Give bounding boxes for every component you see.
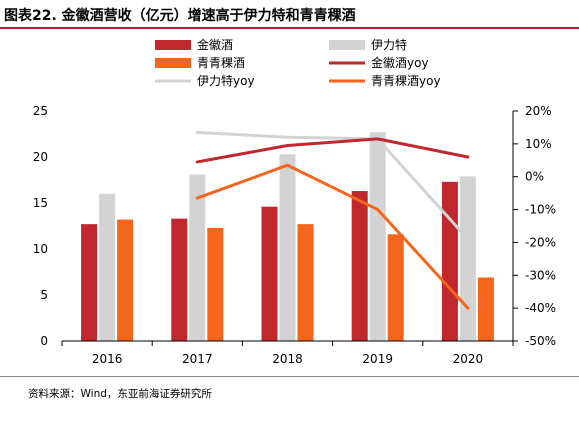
right-tick-label: 20% xyxy=(525,104,552,118)
right-tick-label: 0% xyxy=(525,170,544,184)
line-金徽酒yoy xyxy=(195,137,470,164)
x-tick-label: 2017 xyxy=(182,352,213,366)
right-tick-label: -20% xyxy=(525,235,556,249)
line-青青稞酒yoy xyxy=(195,163,470,310)
legend-label-青青稞酒: 青青稞酒 xyxy=(197,56,245,70)
right-tick-label: -30% xyxy=(525,268,556,282)
legend-swatch-金徽酒 xyxy=(155,40,191,50)
legend-label-金徽酒: 金徽酒 xyxy=(197,37,233,52)
bar-金徽酒-2016 xyxy=(81,224,98,341)
legend-swatch-伊力特 xyxy=(329,40,365,50)
left-tick-label: 0 xyxy=(40,334,48,348)
bar-金徽酒-2020 xyxy=(441,181,458,341)
right-tick-label: -10% xyxy=(525,203,556,217)
left-tick-label: 20 xyxy=(33,150,48,164)
right-axis: -50% -40% -30% -20% -10% 0% 10% 20% xyxy=(512,104,556,348)
bar-金徽酒-2017 xyxy=(171,218,188,341)
left-tick-label: 10 xyxy=(33,242,48,256)
source-rule xyxy=(0,376,579,377)
bar-青青稞酒-2019 xyxy=(387,234,404,341)
bar-青青稞酒-2017 xyxy=(207,227,224,341)
bar-伊力特-2016 xyxy=(99,193,116,341)
figure-title: 图表22. 金徽酒营收（亿元）增速高于伊力特和青青稞酒 xyxy=(4,8,356,24)
bar-金徽酒-2018 xyxy=(261,206,278,341)
legend-label-青青稞酒yoy: 青青稞酒yoy xyxy=(371,74,441,88)
bar-青青稞酒-2020 xyxy=(477,277,494,341)
line-series xyxy=(195,130,470,310)
bar-伊力特-2018 xyxy=(279,154,296,341)
source-note: 资料来源：Wind，东亚前海证券研究所 xyxy=(28,388,212,400)
bar-金徽酒-2019 xyxy=(351,191,368,341)
x-tick-label: 2018 xyxy=(272,352,303,366)
legend-swatch-青青稞酒 xyxy=(155,58,191,68)
title-rule xyxy=(0,27,579,29)
x-tick-label: 2016 xyxy=(92,352,123,366)
bar-青青稞酒-2016 xyxy=(117,219,134,341)
left-tick-label: 15 xyxy=(33,196,48,210)
left-tick-label: 25 xyxy=(33,104,48,118)
line-伊力特yoy xyxy=(195,130,470,241)
bar-青青稞酒-2018 xyxy=(297,224,314,341)
legend-label-伊力特yoy: 伊力特yoy xyxy=(197,73,255,88)
left-axis: 0 5 10 15 20 25 xyxy=(33,104,48,348)
bar-伊力特-2019 xyxy=(369,132,386,341)
x-tick-label: 2020 xyxy=(453,352,484,366)
bar-伊力特-2017 xyxy=(189,174,206,341)
left-tick-label: 5 xyxy=(40,288,48,302)
legend-label-伊力特: 伊力特 xyxy=(371,37,407,52)
legend-label-金徽酒yoy: 金徽酒yoy xyxy=(371,55,429,70)
right-tick-label: -50% xyxy=(525,334,556,348)
bar-伊力特-2020 xyxy=(459,176,476,341)
right-tick-label: 10% xyxy=(525,137,552,151)
right-tick-label: -40% xyxy=(525,301,556,315)
bar-series xyxy=(81,132,494,341)
x-axis: 2016 2017 2018 2019 2020 xyxy=(61,340,514,366)
x-tick-label: 2019 xyxy=(362,352,393,366)
